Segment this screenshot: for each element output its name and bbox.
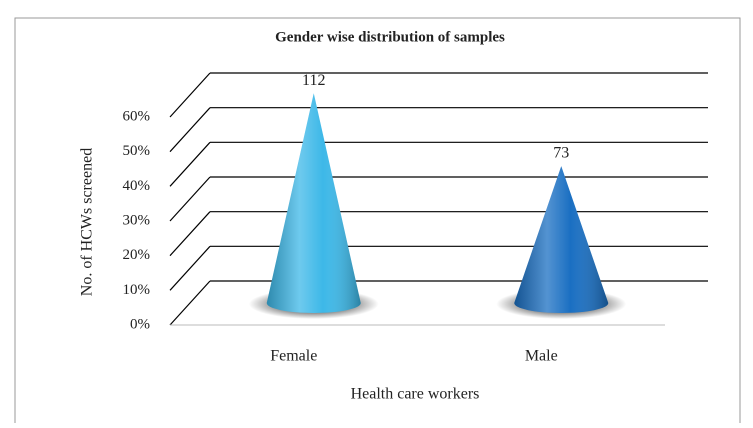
x-tick-label: Male [525, 348, 558, 365]
y-tick-label: 40% [123, 178, 151, 194]
grid-line [169, 72, 211, 118]
grid-line [169, 245, 211, 291]
cone-shade [266, 93, 361, 314]
grid-line [169, 141, 211, 187]
x-axis-label: Health care workers [351, 386, 480, 403]
chart-title: Gender wise distribution of samples [275, 29, 505, 45]
y-tick-label: 60% [123, 108, 151, 124]
y-tick-label: 30% [123, 212, 151, 228]
x-tick-label: Female [270, 348, 317, 365]
data-label: 73 [553, 145, 569, 162]
grid-line [169, 280, 211, 326]
frame [14, 17, 741, 428]
y-tick-label: 10% [123, 282, 151, 298]
grid-line [169, 176, 211, 222]
y-axis-label: No. of HCWs screened [79, 148, 96, 296]
cone-shade [514, 166, 609, 313]
y-tick-label: 0% [130, 316, 150, 332]
grid-line [169, 211, 211, 257]
grid-line [169, 107, 211, 153]
y-tick-label: 20% [123, 247, 151, 263]
data-label: 112 [302, 72, 325, 89]
y-tick-label: 50% [123, 143, 151, 159]
